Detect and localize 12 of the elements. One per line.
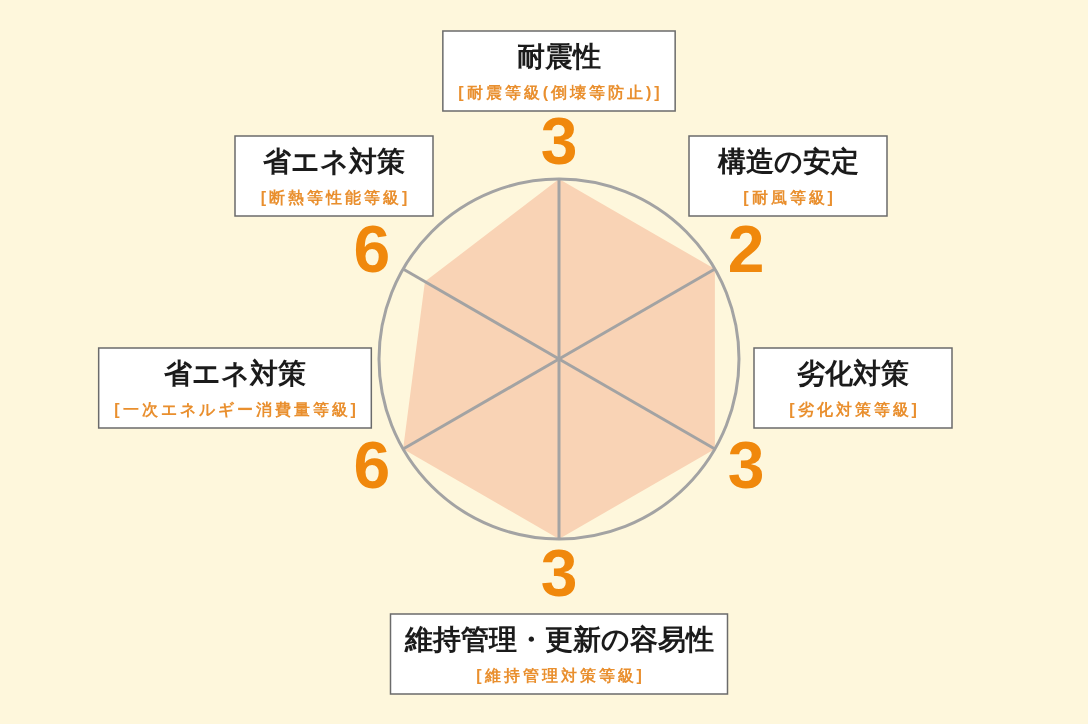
text: 6 <box>353 428 391 503</box>
spoke-label: 省エネ対策 [断熱等性能等級] <box>260 145 411 208</box>
spoke-label: 耐震性 [耐震等級(倒壊等防止)] <box>458 40 663 102</box>
text: 2 <box>727 212 765 287</box>
spoke-label: 劣化対策 [劣化対策等級] <box>789 357 920 419</box>
spoke-label: 維持管理・更新の容易性 [維持管理対策等級] <box>403 623 714 685</box>
text: 6 <box>353 212 391 287</box>
spoke-label: 構造の安定 [耐風等級] <box>716 145 859 207</box>
spoke-label: 省エネ対策 [一次エネルギー消費量等級] <box>114 357 359 419</box>
text: 3 <box>540 104 578 179</box>
text: 3 <box>540 536 578 611</box>
text: 3 <box>727 428 765 503</box>
